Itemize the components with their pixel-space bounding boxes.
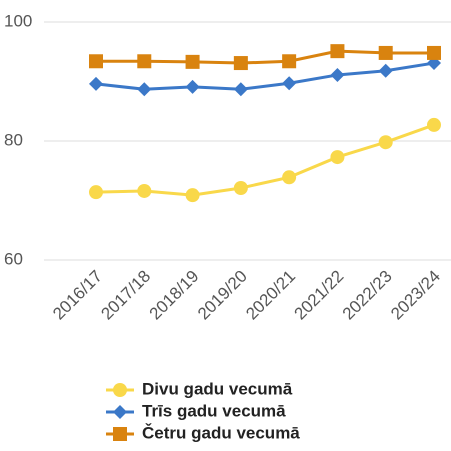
marker bbox=[185, 188, 200, 203]
y-tick-label: 100 bbox=[4, 11, 32, 30]
marker bbox=[89, 185, 103, 200]
legend-marker bbox=[113, 383, 127, 397]
marker bbox=[233, 82, 248, 97]
marker bbox=[185, 54, 200, 69]
y-tick-label: 80 bbox=[4, 130, 23, 149]
line bbox=[95, 123, 435, 197]
x-tick-label: 2017/18 bbox=[97, 267, 154, 324]
marker bbox=[378, 45, 393, 60]
marker bbox=[185, 79, 200, 94]
marker bbox=[330, 150, 345, 165]
x-tick-label: 2023/24 bbox=[387, 267, 444, 324]
marker bbox=[282, 170, 297, 185]
marker bbox=[282, 76, 297, 91]
x-tick-label: 2019/20 bbox=[194, 267, 251, 324]
line bbox=[96, 49, 434, 65]
marker bbox=[330, 67, 345, 82]
marker bbox=[137, 183, 152, 198]
marker bbox=[282, 54, 297, 69]
x-tick-label: 2016/17 bbox=[49, 267, 106, 324]
x-tick-label: 2022/23 bbox=[339, 267, 396, 324]
marker bbox=[427, 45, 441, 60]
marker bbox=[233, 56, 248, 71]
marker bbox=[233, 181, 248, 196]
marker bbox=[89, 54, 103, 69]
marker bbox=[378, 135, 393, 150]
marker bbox=[427, 117, 441, 132]
x-tick-label: 2018/19 bbox=[146, 267, 203, 324]
x-tick-label: 2021/22 bbox=[291, 267, 348, 324]
legend-marker bbox=[113, 427, 127, 441]
legend-marker bbox=[113, 405, 127, 419]
marker bbox=[89, 76, 103, 91]
legend-label: Trīs gadu vecumā bbox=[142, 401, 286, 420]
legend-label: Divu gadu vecumā bbox=[142, 379, 293, 398]
marker bbox=[378, 63, 393, 78]
marker bbox=[137, 54, 152, 69]
marker bbox=[330, 44, 345, 59]
legend-label: Četru gadu vecumā bbox=[142, 423, 300, 442]
y-tick-label: 60 bbox=[4, 249, 23, 268]
marker bbox=[137, 82, 152, 97]
line bbox=[95, 61, 435, 91]
x-tick-label: 2020/21 bbox=[242, 267, 299, 324]
